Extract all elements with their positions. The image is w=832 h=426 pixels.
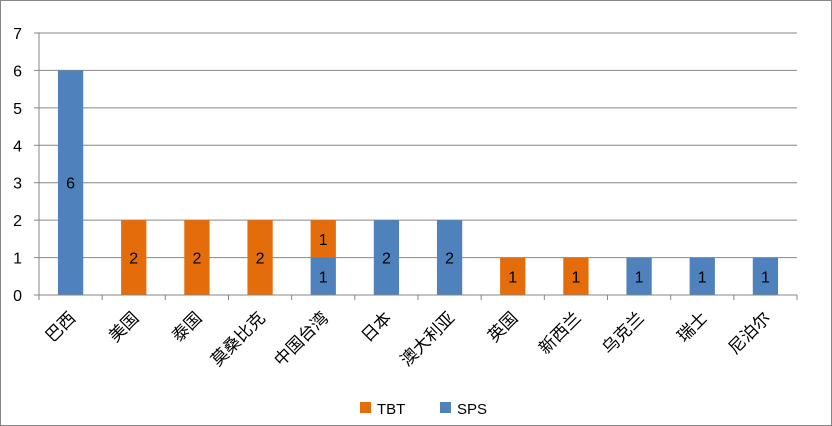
bar-sps (57, 70, 84, 295)
x-category-label: 巴西 (42, 308, 80, 346)
x-category-label: 新西兰 (535, 308, 585, 358)
x-category-label: 乌克兰 (598, 308, 648, 358)
bar-sps (310, 257, 336, 295)
x-category-label: 英国 (484, 308, 522, 346)
legend-label-sps: SPS (457, 401, 487, 418)
bar-tbt (310, 220, 336, 258)
bar-sps (689, 257, 715, 295)
bar-sps (626, 257, 652, 295)
bar-tbt (184, 220, 210, 295)
data-label: 6 (66, 176, 75, 193)
bar-tbt (121, 220, 147, 295)
data-label: 1 (508, 269, 517, 286)
bar-sps (436, 220, 463, 295)
x-category-label: 日本 (358, 308, 396, 346)
x-category-label: 中国台湾 (271, 308, 333, 370)
x-category-label: 澳大利亚 (397, 308, 459, 370)
y-tick-label: 2 (13, 213, 22, 230)
y-tick-label: 0 (13, 288, 22, 305)
data-label: 1 (635, 269, 644, 286)
x-category-label: 莫桑比克 (207, 308, 269, 370)
y-tick-label: 1 (13, 251, 22, 268)
legend-swatch-sps (440, 402, 451, 413)
data-label: 1 (761, 269, 770, 286)
y-tick-label: 3 (13, 176, 22, 193)
legend-label-tbt: TBT (377, 401, 405, 418)
y-tick-label: 4 (13, 138, 22, 155)
legend-swatch-tbt (360, 402, 371, 413)
bar-tbt (247, 220, 273, 295)
data-label: 2 (129, 251, 138, 268)
data-label: 1 (319, 232, 328, 249)
data-label: 2 (445, 251, 454, 268)
x-category-label: 瑞士 (674, 308, 712, 346)
data-label: 2 (382, 251, 391, 268)
bar-tbt (563, 257, 589, 295)
bar-tbt (500, 257, 526, 295)
x-category-label: 尼泊尔 (725, 308, 775, 358)
x-category-label: 泰国 (168, 308, 206, 346)
bar-sps (373, 220, 400, 295)
data-label: 2 (256, 251, 265, 268)
y-tick-label: 7 (13, 26, 22, 43)
data-label: 1 (698, 269, 707, 286)
y-tick-label: 6 (13, 63, 22, 80)
data-label: 1 (319, 269, 328, 286)
y-tick-label: 5 (13, 101, 22, 118)
data-label: 1 (571, 269, 580, 286)
bar-sps (752, 257, 779, 295)
data-label: 2 (192, 251, 201, 268)
x-category-label: 美国 (105, 308, 143, 346)
